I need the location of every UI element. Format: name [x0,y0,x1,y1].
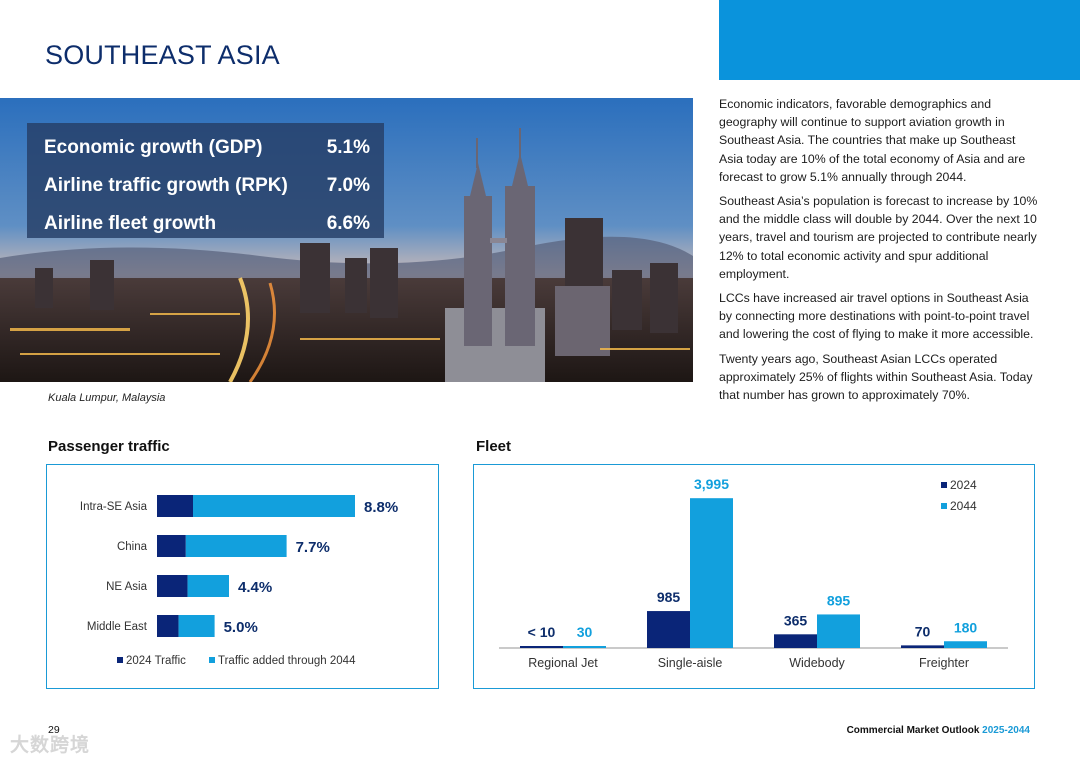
bar-2024-traffic [157,535,186,557]
stat-label: Airline fleet growth [44,213,217,234]
passenger-traffic-title: Passenger traffic [48,438,170,455]
passenger-traffic-chart: Intra-SE Asia 8.8% China 7.7% NE Asia 4.4% Mid… [46,464,439,689]
category-label: China [117,541,148,553]
category-label: Widebody [789,656,845,670]
bar-2044 [817,614,860,648]
fleet-chart: < 10 30 Regional Jet 985 3,995 Single-aisle 36… [473,464,1035,689]
paragraph: Economic indicators, favorable demograph… [719,97,1026,184]
data-label: 365 [784,612,808,628]
data-label: 180 [954,619,978,635]
data-label: 30 [577,624,593,640]
fleet-svg: < 10 30 Regional Jet 985 3,995 Single-aisle 36… [499,476,1008,670]
stat-label: Economic growth (GDP) [44,137,263,158]
stat-label: Airline traffic growth (RPK) [44,175,288,196]
bar-2024 [647,611,690,648]
bar-2024 [901,645,944,648]
data-label: 985 [657,589,681,605]
page-title: SOUTHEAST ASIA [45,40,280,70]
bar-2044 [563,646,606,648]
footer-title-text: Commercial Market Outlook [846,725,980,736]
category-label: NE Asia [106,581,148,593]
legend-label: 2024 Traffic [126,655,186,667]
bar-2044 [690,498,733,648]
category-label: Single-aisle [658,656,723,670]
stat-value: 7.0% [326,175,370,196]
legend-swatch-2024 [117,657,123,663]
data-label: 7.7% [296,539,330,556]
watermark: 大数跨境 [10,735,91,756]
top-accent-bar [719,0,1080,80]
stat-row-gdp: Economic growth (GDP) 5.1% [44,129,370,167]
paragraph: Twenty years ago, Southeast Asian LCCs o… [719,351,1033,403]
data-label: 70 [915,623,931,639]
data-label: 8.8% [364,499,398,516]
bar-traffic-added [193,495,355,517]
bar-traffic-added [185,535,287,557]
data-label: 895 [827,592,851,608]
bar-2024-traffic [157,495,193,517]
stat-value: 5.1% [326,137,370,158]
legend-label: 2044 [950,499,977,513]
category-label: Freighter [919,656,969,670]
body-text: Economic indicators, favorable demograph… [719,95,1041,410]
footer-title: Commercial Market Outlook 2025-2044 [847,725,1030,736]
bar-2024 [774,634,817,648]
legend-label: 2024 [950,478,977,492]
category-label: Intra-SE Asia [80,501,148,513]
data-label: < 10 [528,624,556,640]
key-stats-box: Economic growth (GDP) 5.1% Airline traff… [27,123,384,238]
page-number: 29 [48,724,60,736]
image-caption: Kuala Lumpur, Malaysia [48,392,166,404]
category-label: Middle East [87,621,148,633]
bar-2024-traffic [157,575,188,597]
bar-traffic-added [178,615,215,637]
stat-row-fleet: Airline fleet growth 6.6% [44,205,370,243]
data-label: 3,995 [694,476,729,492]
category-label: Regional Jet [528,656,598,670]
data-label: 4.4% [238,579,272,596]
bar-2024 [520,646,563,648]
footer-years: 2025-2044 [982,725,1030,736]
legend-swatch-2044 [941,503,947,509]
data-label: 5.0% [224,619,258,636]
legend-swatch-2044 [209,657,215,663]
bar-2044 [944,641,987,648]
legend-swatch-2024 [941,482,947,488]
fleet-title: Fleet [476,438,512,455]
stat-row-rpk: Airline traffic growth (RPK) 7.0% [44,167,370,205]
paragraph: Southeast Asia’s population is forecast … [719,194,1038,281]
passenger-traffic-svg: Intra-SE Asia 8.8% China 7.7% NE Asia 4.4% Mid… [80,495,398,667]
bar-traffic-added [187,575,229,597]
paragraph: LCCs have increased air travel options i… [719,291,1034,342]
legend-label: Traffic added through 2044 [218,655,356,667]
bar-2024-traffic [157,615,179,637]
stat-value: 6.6% [326,213,370,234]
